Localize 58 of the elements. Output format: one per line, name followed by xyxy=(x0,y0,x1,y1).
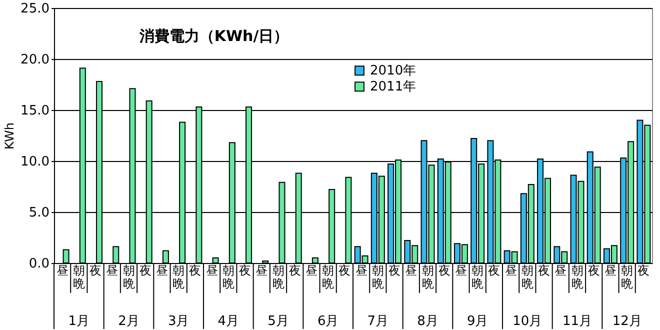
text: 1月 xyxy=(68,314,90,329)
x-tick-label: 夜 xyxy=(90,264,102,278)
y-tick-label: 0.0 xyxy=(28,256,50,272)
x-tick-label: 夜 xyxy=(189,264,202,278)
x-tick-label: 夜 xyxy=(488,264,500,278)
x-tick-label: 昼 xyxy=(106,264,118,278)
x-tick-label: 夜 xyxy=(338,264,351,278)
x-tick-label: 朝晩 xyxy=(472,264,484,290)
x-tick-label: 夜 xyxy=(588,264,600,278)
y-tick-label: 10.0 xyxy=(20,154,50,170)
x-tick-label: 夜 xyxy=(239,264,252,278)
x-tick-label: 昼 xyxy=(156,264,168,278)
x-tick-label: 朝晩 xyxy=(122,264,135,290)
x-tick-label: 夜 xyxy=(288,264,301,278)
text: 10月 xyxy=(512,314,542,329)
x-tick-label: 昼 xyxy=(305,264,318,278)
x-tick-label: 昼 xyxy=(405,264,418,278)
x-tick-label: 昼 xyxy=(355,264,368,278)
x-tick-label: 朝晩 xyxy=(72,264,85,290)
x-tick-label: 朝晩 xyxy=(521,264,534,290)
text: 6月 xyxy=(317,314,339,329)
x-tick-label: 夜 xyxy=(538,264,550,278)
x-tick-label: 夜 xyxy=(388,264,401,278)
x-tick-label: 朝晩 xyxy=(621,264,634,290)
x-tick-label: 昼 xyxy=(454,264,467,278)
y-axis-title: KWh xyxy=(2,122,17,150)
text: 11月 xyxy=(562,314,592,329)
y-tick-label: 15.0 xyxy=(20,104,50,118)
y-tick-label: 5.0 xyxy=(28,206,50,220)
x-tick-label: 夜 xyxy=(638,264,650,278)
text: 12月 xyxy=(612,314,642,329)
text: 9月 xyxy=(466,314,488,329)
y-tick-label: 20.0 xyxy=(20,52,50,68)
x-tick-label: 昼 xyxy=(56,264,68,278)
text: 8月 xyxy=(417,314,438,329)
x-tick-label: 朝晩 xyxy=(222,264,234,290)
x-tick-label: 夜 xyxy=(438,264,450,278)
x-tick-label: 昼 xyxy=(256,264,268,278)
x-tick-label: 昼 xyxy=(206,264,218,278)
x-tick-label: 朝晩 xyxy=(372,264,384,290)
x-tick-label: 昼 xyxy=(504,264,517,278)
text: 2月 xyxy=(118,314,140,329)
text: 3月 xyxy=(168,314,190,329)
legend-label: 2011年 xyxy=(370,80,416,95)
text: 5月 xyxy=(268,314,289,329)
legend-label: 2010年 xyxy=(370,64,416,79)
x-tick-label: 昼 xyxy=(554,264,567,278)
text: 4月 xyxy=(218,314,240,329)
y-tick-label: 25.0 xyxy=(20,2,50,16)
x-tick-label: 朝晩 xyxy=(422,264,434,290)
text: 7月 xyxy=(367,314,389,329)
text: 消費電力（KWh/日） xyxy=(138,27,289,45)
x-tick-label: 朝晩 xyxy=(322,264,334,290)
x-tick-label: 昼 xyxy=(604,264,616,278)
x-tick-label: 夜 xyxy=(139,264,152,278)
x-tick-label: 朝晩 xyxy=(272,264,284,290)
x-tick-label: 朝晩 xyxy=(571,264,584,290)
x-tick-label: 朝晩 xyxy=(172,264,185,290)
